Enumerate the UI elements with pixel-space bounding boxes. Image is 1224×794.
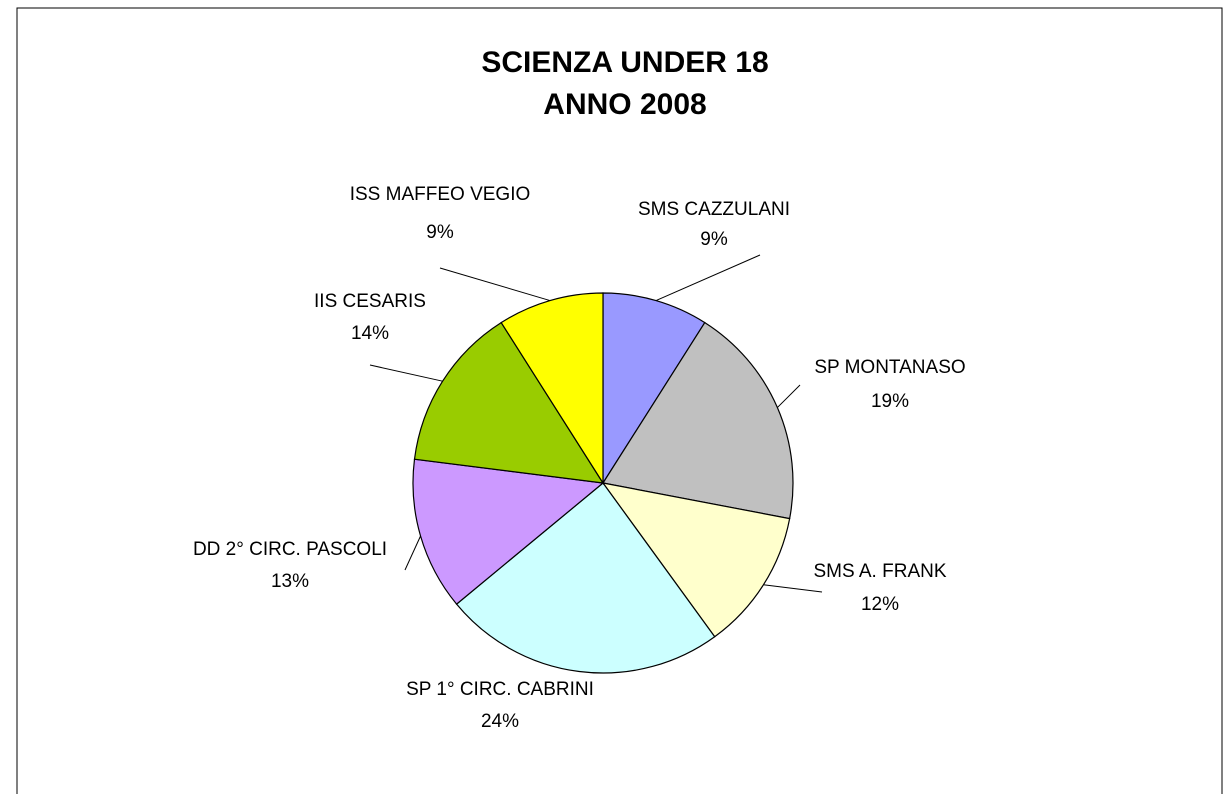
slice-label: DD 2° CIRC. PASCOLI xyxy=(193,539,387,560)
slice-value-label: 9% xyxy=(700,229,728,250)
pie-slice xyxy=(500,292,604,486)
slice-label: SMS CAZZULANI xyxy=(638,199,790,220)
slice-label: IIS CESARIS xyxy=(314,291,426,312)
pie-slice xyxy=(601,482,791,638)
leader-line xyxy=(655,254,761,302)
slice-label: SP 1° CIRC. CABRINI xyxy=(406,679,594,700)
slice-label: SP MONTANASO xyxy=(814,357,965,378)
slice-value-label: 12% xyxy=(861,594,899,615)
leader-line xyxy=(439,267,551,302)
slice-value-label: 14% xyxy=(351,323,389,344)
leader-line xyxy=(763,584,823,593)
slice-label: ISS MAFFEO VEGIO xyxy=(350,184,531,205)
chart-frame xyxy=(16,7,1223,794)
chart-title: SCIENZA UNDER 18 xyxy=(481,46,768,79)
leader-line xyxy=(404,535,421,571)
slice-label: SMS A. FRANK xyxy=(813,561,946,582)
slice-value-label: 9% xyxy=(426,222,454,243)
chart-title: ANNO 2008 xyxy=(543,88,706,121)
leader-line xyxy=(777,384,801,408)
slice-value-label: 24% xyxy=(481,711,519,732)
leader-line xyxy=(369,364,443,382)
pie-slice xyxy=(413,321,605,484)
slice-value-label: 19% xyxy=(871,391,909,412)
pie-slice xyxy=(455,482,716,674)
pie-slice xyxy=(602,292,706,486)
slice-value-label: 13% xyxy=(271,571,309,592)
